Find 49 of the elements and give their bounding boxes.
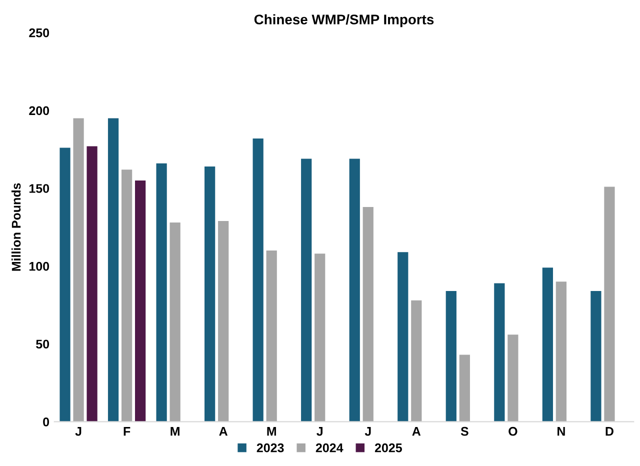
bar <box>362 206 374 422</box>
y-axis-title: Million Pounds <box>11 183 21 271</box>
bar <box>204 166 216 422</box>
x-tick-label: M <box>267 427 276 436</box>
bar <box>590 290 602 422</box>
bar <box>459 354 470 422</box>
bar <box>494 283 505 422</box>
y-tick-label: 100 <box>29 262 50 271</box>
bar <box>108 118 119 422</box>
x-tick-label: J <box>364 427 371 436</box>
legend-label: 2024 <box>316 443 344 452</box>
bar <box>556 282 567 422</box>
bar <box>604 186 615 422</box>
x-tick-label: J <box>75 427 82 436</box>
x-tick-label: O <box>508 426 518 436</box>
legend-label: 2025 <box>374 443 402 452</box>
y-tick-label: 50 <box>36 340 50 349</box>
x-tick-label: M <box>170 427 180 436</box>
bar <box>218 220 229 422</box>
y-tick-label: 150 <box>29 184 50 193</box>
x-tick-label: N <box>558 427 565 436</box>
bar <box>156 163 167 422</box>
bar <box>73 118 84 422</box>
bar <box>60 148 70 422</box>
y-tick-label: 200 <box>29 106 50 116</box>
bar <box>170 222 180 422</box>
bar <box>446 290 456 422</box>
bar <box>135 180 146 422</box>
x-tick-label: F <box>124 427 130 436</box>
y-tick-label: 250 <box>29 28 50 38</box>
bar <box>411 300 422 422</box>
bar <box>398 252 408 422</box>
chart-title: Chinese WMP/SMP Imports <box>254 14 434 28</box>
bar <box>252 138 264 422</box>
bar <box>121 170 132 422</box>
bar <box>266 250 277 422</box>
bar <box>314 254 326 422</box>
bar <box>508 334 518 422</box>
bar <box>542 268 553 422</box>
x-tick-label: A <box>412 427 421 436</box>
x-tick-label: J <box>316 427 322 436</box>
bar <box>301 158 312 422</box>
bar <box>86 146 98 422</box>
x-tick-label: D <box>606 427 614 436</box>
x-tick-label: A <box>219 427 228 436</box>
legend-label: 2023 <box>256 443 284 452</box>
x-tick-label: S <box>460 426 468 436</box>
bar <box>349 158 360 422</box>
y-tick-label: 0 <box>43 418 50 426</box>
